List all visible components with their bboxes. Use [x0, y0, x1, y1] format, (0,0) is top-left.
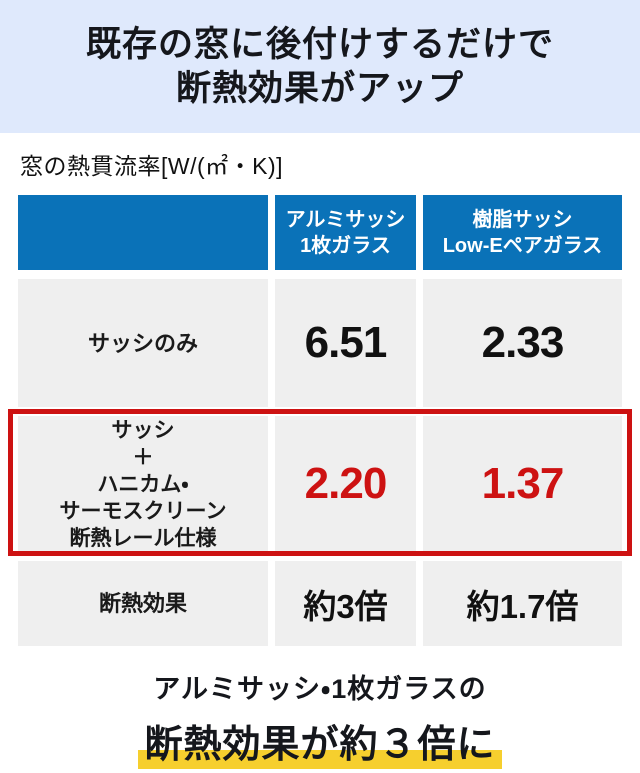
header-aluminum-line-2: 1枚ガラス — [300, 234, 391, 257]
footer-line-2: 断熱効果が約３倍に — [0, 713, 640, 769]
footer-line-1: アルミサッシ・1枚ガラスの — [153, 674, 487, 704]
header-resin-line-2: Low-Eペアガラス — [442, 234, 603, 257]
table-caption: 窓の熱貫流率[W/(㎡・K)] — [20, 153, 284, 179]
row-label-with-screen: サッシ ＋ ハニカム・ サーモスクリーン 断熱レール仕様 — [18, 416, 268, 552]
with-screen-label-line-3: ハニカム・ — [97, 472, 189, 496]
row-label-sash-only: サッシのみ — [18, 279, 268, 407]
value-effect-resin: 約1.7倍 — [423, 561, 622, 646]
header-aluminum-line-1: アルミサッシ — [285, 208, 406, 231]
comparison-table: アルミサッシ 1枚ガラス 樹脂サッシ Low-Eペアガラス サッシのみ 6.51… — [8, 195, 632, 646]
header-cell-resin: 樹脂サッシ Low-Eペアガラス — [423, 195, 622, 270]
value-with-screen-resin: 1.37 — [423, 416, 622, 552]
with-screen-label-line-1: サッシ — [111, 418, 175, 442]
with-screen-label-line-5: 断熱レール仕様 — [69, 526, 217, 550]
with-screen-label-line-2: ＋ — [132, 445, 154, 469]
yellow-highlight-mark: 断熱効果が約３倍に — [138, 724, 502, 769]
header-cell-aluminum: アルミサッシ 1枚ガラス — [275, 195, 416, 270]
top-banner: 既存の窓に後付けするだけで 断熱効果がアップ — [0, 0, 640, 133]
footer-message: アルミサッシ・1枚ガラスの 断熱効果が約３倍に — [0, 667, 640, 769]
banner-line-1: 既存の窓に後付けするだけで — [85, 24, 554, 64]
value-effect-aluminum: 約3倍 — [275, 561, 416, 646]
row-label-effect: 断熱効果 — [18, 561, 268, 646]
value-sash-only-resin: 2.33 — [423, 279, 622, 407]
header-cell-empty — [18, 195, 268, 270]
banner-line-2: 断熱効果がアップ — [175, 68, 464, 108]
with-screen-label-line-4: サーモスクリーン — [59, 499, 227, 523]
header-resin-line-1: 樹脂サッシ — [472, 208, 573, 231]
value-with-screen-aluminum: 2.20 — [275, 416, 416, 552]
value-sash-only-aluminum: 6.51 — [275, 279, 416, 407]
